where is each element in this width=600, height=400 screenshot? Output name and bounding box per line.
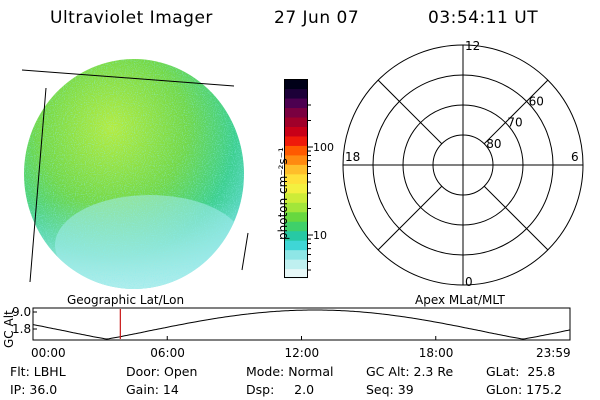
time-label: 03:54:11 UT — [428, 8, 539, 28]
mode-value: Mode: Normal — [246, 364, 334, 379]
color-scale-segment — [284, 192, 308, 203]
polar-diagonal — [483, 185, 549, 251]
sequence-value: Seq: 39 — [366, 382, 414, 397]
color-scale-tick-label: 100 — [313, 141, 334, 154]
date-label: 27 Jun 07 — [274, 8, 360, 28]
color-scale-segment — [284, 97, 308, 109]
timeline-frame — [32, 307, 571, 341]
polar-lat-label: 70 — [507, 116, 522, 130]
color-scale-segment — [284, 135, 308, 146]
color-scale-segment — [284, 202, 308, 213]
timeline-y-tick-label: 9.0 — [12, 305, 31, 319]
polar-lat-label: 80 — [486, 137, 501, 151]
color-scale-segment — [284, 221, 308, 232]
geo-longitude-value: GLon: 175.2 — [486, 382, 562, 397]
geo-grid-line — [21, 69, 235, 87]
color-scale-segment — [284, 259, 308, 270]
polar-lat-label: 60 — [529, 94, 544, 108]
color-scale-segment — [284, 145, 308, 156]
color-scale-border — [284, 79, 308, 278]
color-scale-segment — [284, 249, 308, 260]
geo-grid-line — [241, 232, 249, 271]
geo-latitude-value: GLat: 25.8 — [486, 364, 556, 379]
color-scale-segment — [284, 164, 308, 175]
polar-diagonal — [377, 79, 443, 145]
color-scale-tick-label: 10 — [313, 229, 327, 242]
color-scale-segment — [284, 126, 308, 137]
color-scale-bar — [284, 79, 308, 279]
color-scale-segment — [284, 268, 308, 279]
color-scale-segment — [284, 230, 308, 241]
polar-diagonal — [483, 79, 549, 145]
timeline-y-tick-label: 1.8 — [12, 322, 31, 336]
color-scale-segment — [284, 173, 308, 184]
gc-altitude-value: GC Alt: 2.3 Re — [366, 364, 454, 379]
door-status: Door: Open — [126, 364, 198, 379]
polar-diagonal — [377, 185, 443, 251]
filter-value: Flt: LBHL — [10, 364, 66, 379]
gain-value: Gain: 14 — [126, 382, 179, 397]
timeline-x-tick-label: 12:00 — [285, 346, 320, 360]
geo-grid-line — [29, 87, 47, 283]
color-scale-segment — [284, 211, 308, 222]
color-scale-segment — [284, 79, 308, 90]
timeline-right-caption: Apex MLat/MLT — [415, 293, 505, 307]
polar-label-noon: 12 — [465, 39, 480, 53]
color-scale-segment — [284, 88, 308, 99]
timeline-x-tick-label: 06:00 — [150, 346, 185, 360]
polar-label-dusk: 18 — [345, 150, 360, 164]
ip-value: IP: 36.0 — [10, 382, 58, 397]
color-scale-segment — [284, 183, 308, 194]
timeline-x-tick-label: 23:59 — [536, 346, 571, 360]
timeline-x-tick-label: 00:00 — [31, 346, 66, 360]
color-scale-segment — [284, 240, 308, 251]
color-scale-segment — [284, 107, 308, 118]
instrument-title: Ultraviolet Imager — [50, 8, 213, 28]
dsp-value: Dsp: 2.0 — [246, 382, 315, 397]
timeline-x-tick-label: 18:00 — [419, 346, 454, 360]
polar-label-midnight: 0 — [465, 275, 473, 289]
polar-label-dawn: 6 — [571, 150, 579, 164]
color-scale-segment — [284, 116, 308, 127]
altitude-curve — [32, 309, 571, 340]
color-scale-segment — [284, 154, 308, 165]
timeline-left-caption: Geographic Lat/Lon — [67, 293, 185, 307]
